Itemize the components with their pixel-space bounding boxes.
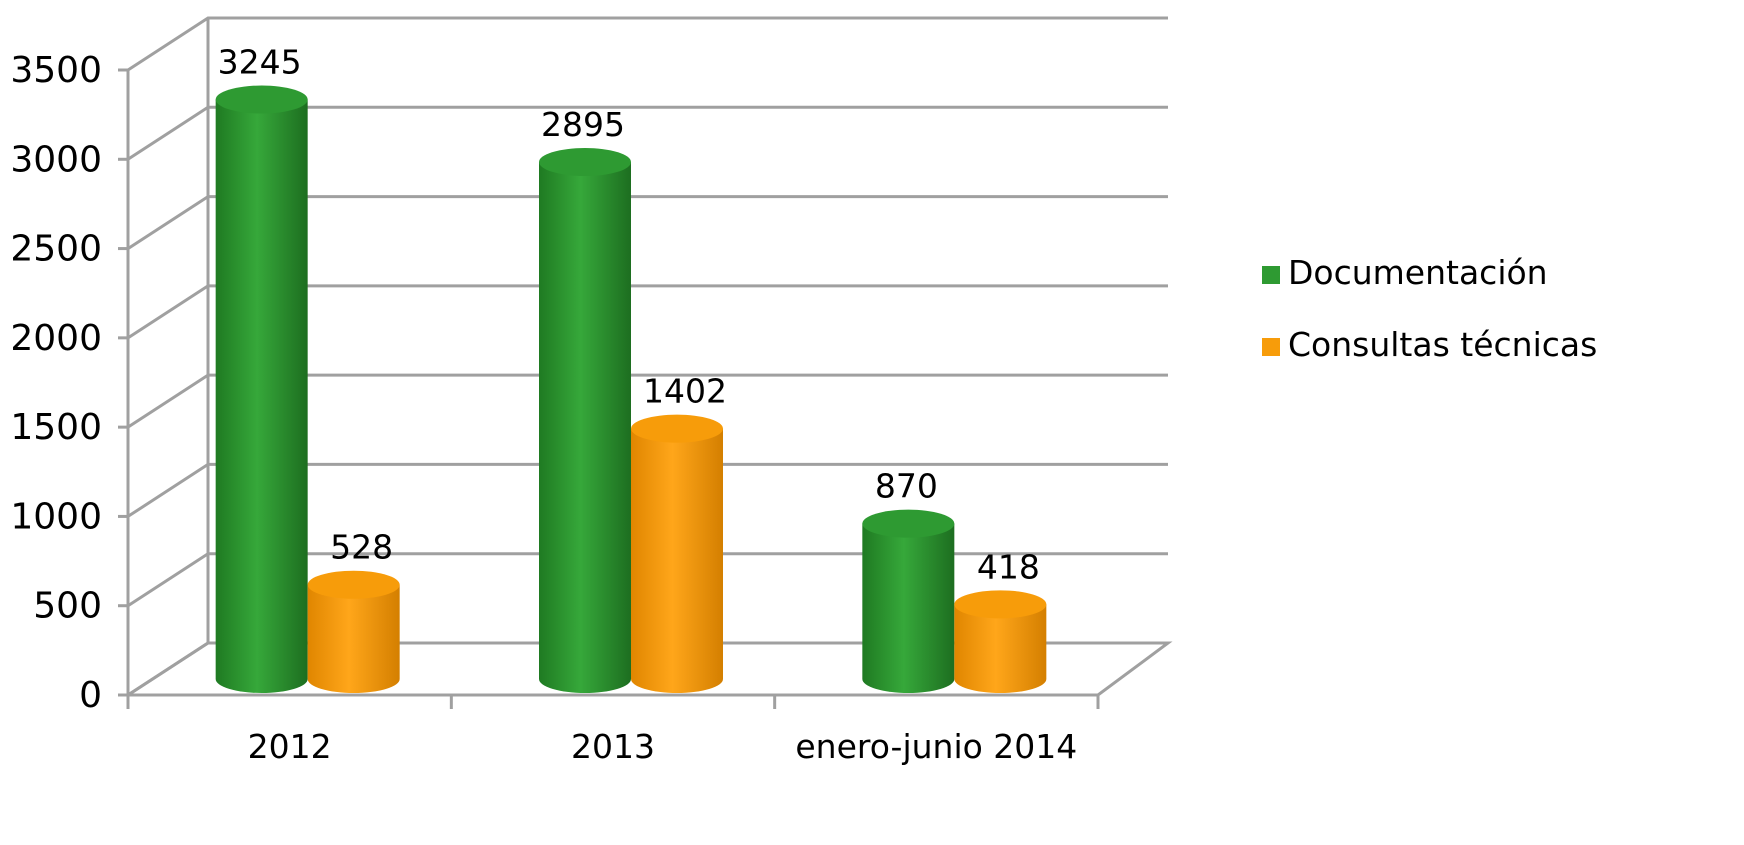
cylinder-body <box>631 428 723 693</box>
y-tick-label: 3000 <box>10 139 102 180</box>
x-category-label: 2013 <box>571 727 655 766</box>
legend-swatch <box>1262 266 1280 284</box>
cylinder-top <box>539 148 631 177</box>
cylinder-body <box>539 162 631 694</box>
cylinder-top <box>307 570 400 599</box>
y-tick-label: 3500 <box>10 50 102 91</box>
cylinder-body <box>307 584 400 694</box>
cylinder-body <box>215 99 308 693</box>
bar-documentacion-2 <box>862 509 955 694</box>
cylinder-top <box>631 414 723 443</box>
legend-label: Consultas técnicas <box>1288 325 1597 364</box>
bar-documentacion-0 <box>215 85 308 693</box>
labels: 0 500 1000 1500 2000 2500 3000 3500 2012 2013 ener… <box>10 43 1077 766</box>
x-category-label: enero-junio 2014 <box>795 727 1077 766</box>
x-category-label: 2012 <box>248 727 332 766</box>
data-label: 870 <box>875 467 938 506</box>
y-tick-label: 1000 <box>10 496 102 537</box>
data-label: 3245 <box>218 43 302 82</box>
bar-consultas-1 <box>631 414 723 693</box>
cylinder-top <box>215 85 308 114</box>
y-tick-label: 0 <box>79 675 102 716</box>
bar-consultas-0 <box>307 570 400 694</box>
bars <box>215 85 1047 694</box>
bar-consultas-2 <box>954 590 1047 693</box>
data-label: 418 <box>977 547 1040 586</box>
legend-swatch <box>1262 338 1280 356</box>
legend-label: Documentación <box>1288 253 1548 292</box>
data-label: 1402 <box>643 372 727 411</box>
cylinder-top <box>954 590 1047 619</box>
y-tick-label: 2500 <box>10 229 102 270</box>
y-tick-label: 2000 <box>10 318 102 359</box>
legend: Documentación Consultas técnicas <box>1262 253 1597 364</box>
cylinder-top <box>862 509 955 538</box>
y-tick-label: 500 <box>33 586 102 627</box>
cylinder-body <box>862 523 955 694</box>
cylinder-body <box>954 604 1047 693</box>
data-label: 528 <box>330 528 393 567</box>
bar-documentacion-1 <box>539 148 631 694</box>
y-tick-label: 1500 <box>10 407 102 448</box>
data-label: 2895 <box>541 105 625 144</box>
